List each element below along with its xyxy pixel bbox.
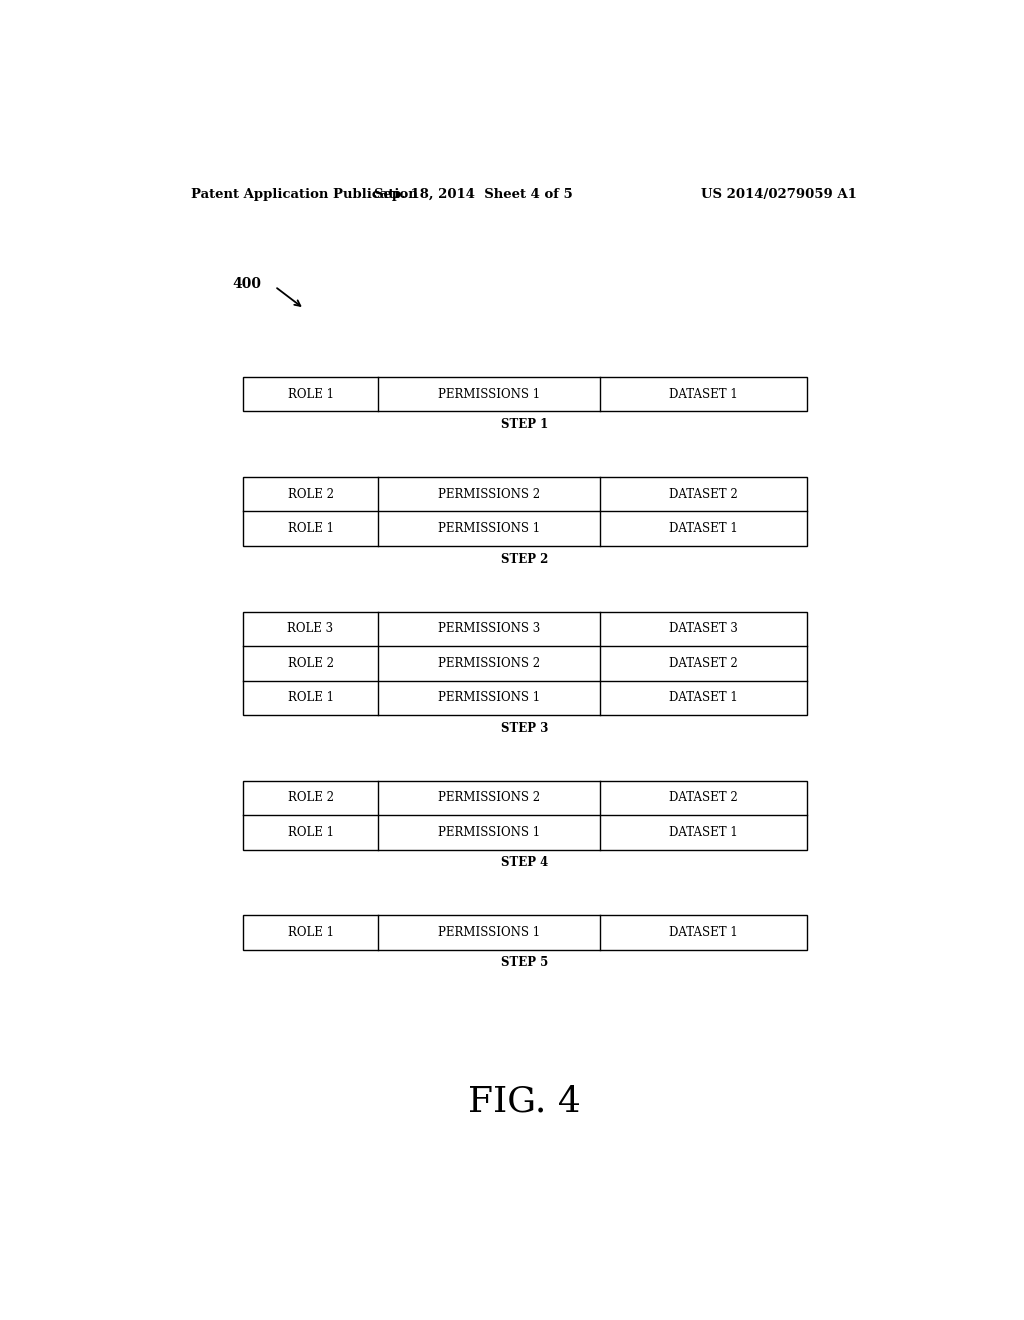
Text: DATASET 1: DATASET 1 xyxy=(669,692,737,705)
Text: ROLE 3: ROLE 3 xyxy=(288,622,334,635)
Text: DATASET 1: DATASET 1 xyxy=(669,523,737,536)
Text: DATASET 2: DATASET 2 xyxy=(669,792,737,804)
Text: DATASET 1: DATASET 1 xyxy=(669,388,737,401)
Text: ROLE 1: ROLE 1 xyxy=(288,692,334,705)
Text: ROLE 1: ROLE 1 xyxy=(288,826,334,840)
Text: FIG. 4: FIG. 4 xyxy=(468,1085,582,1118)
Text: PERMISSIONS 1: PERMISSIONS 1 xyxy=(438,826,540,840)
Text: PERMISSIONS 1: PERMISSIONS 1 xyxy=(438,523,540,536)
Text: ROLE 1: ROLE 1 xyxy=(288,523,334,536)
Text: PERMISSIONS 2: PERMISSIONS 2 xyxy=(438,487,540,500)
Text: Sep. 18, 2014  Sheet 4 of 5: Sep. 18, 2014 Sheet 4 of 5 xyxy=(374,189,572,202)
Bar xyxy=(243,378,807,412)
Text: DATASET 2: DATASET 2 xyxy=(669,657,737,669)
Text: STEP 1: STEP 1 xyxy=(501,418,549,432)
Bar xyxy=(243,780,807,850)
Text: DATASET 1: DATASET 1 xyxy=(669,927,737,939)
Text: Patent Application Publication: Patent Application Publication xyxy=(191,189,418,202)
Bar xyxy=(243,611,807,715)
Text: ROLE 1: ROLE 1 xyxy=(288,927,334,939)
Text: PERMISSIONS 2: PERMISSIONS 2 xyxy=(438,792,540,804)
Bar xyxy=(243,477,807,546)
Text: DATASET 3: DATASET 3 xyxy=(669,622,738,635)
Text: 400: 400 xyxy=(232,277,262,292)
Text: ROLE 2: ROLE 2 xyxy=(288,487,334,500)
Text: PERMISSIONS 1: PERMISSIONS 1 xyxy=(438,927,540,939)
Text: PERMISSIONS 1: PERMISSIONS 1 xyxy=(438,388,540,401)
Text: STEP 4: STEP 4 xyxy=(501,857,549,870)
Text: ROLE 1: ROLE 1 xyxy=(288,388,334,401)
Text: PERMISSIONS 2: PERMISSIONS 2 xyxy=(438,657,540,669)
Text: DATASET 1: DATASET 1 xyxy=(669,826,737,840)
Text: ROLE 2: ROLE 2 xyxy=(288,657,334,669)
Text: STEP 3: STEP 3 xyxy=(501,722,549,735)
Text: ROLE 2: ROLE 2 xyxy=(288,792,334,804)
Text: PERMISSIONS 1: PERMISSIONS 1 xyxy=(438,692,540,705)
Text: PERMISSIONS 3: PERMISSIONS 3 xyxy=(438,622,541,635)
Text: DATASET 2: DATASET 2 xyxy=(669,487,737,500)
Text: STEP 5: STEP 5 xyxy=(501,957,549,969)
Bar xyxy=(243,915,807,950)
Text: US 2014/0279059 A1: US 2014/0279059 A1 xyxy=(700,189,857,202)
Text: STEP 2: STEP 2 xyxy=(501,553,549,566)
